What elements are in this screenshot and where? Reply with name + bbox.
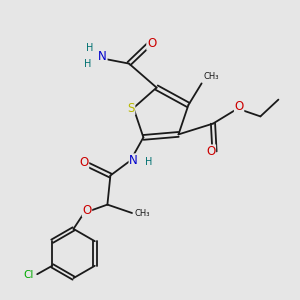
Text: H: H: [145, 157, 152, 167]
Text: H: H: [84, 59, 91, 69]
Text: O: O: [147, 37, 156, 50]
Text: O: O: [235, 100, 244, 113]
Text: O: O: [206, 145, 215, 158]
Text: N: N: [129, 154, 138, 167]
Text: N: N: [98, 50, 107, 63]
Text: O: O: [80, 156, 88, 169]
Text: O: O: [82, 203, 91, 217]
Text: H: H: [86, 43, 94, 53]
Text: S: S: [128, 101, 135, 115]
Text: Cl: Cl: [24, 270, 34, 280]
Text: CH₃: CH₃: [134, 208, 150, 217]
Text: CH₃: CH₃: [204, 72, 220, 81]
